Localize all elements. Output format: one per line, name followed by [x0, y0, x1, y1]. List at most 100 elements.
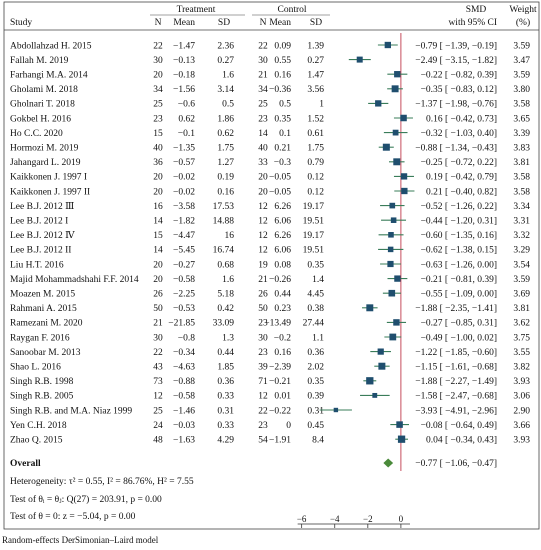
control-mean: 0.21 [274, 144, 291, 154]
control-n: 23 [258, 319, 268, 329]
treatment-n: 20 [153, 187, 163, 197]
control-n: 21 [258, 71, 268, 81]
control-sd: 0.38 [307, 304, 324, 314]
control-sd: 1.52 [307, 114, 324, 124]
treatment-n: 14 [153, 246, 163, 256]
table-row: Lee B.J. 2012 I 14 −1.82 14.88 12 6.06 19.51 −0… [10, 217, 530, 227]
control-sd: 0.79 [307, 158, 324, 168]
study-name: Zhao Q. 2015 [10, 436, 63, 446]
treatment-sd: 5.18 [217, 290, 234, 300]
effect-marker [333, 407, 339, 413]
treatment-n: 20 [153, 71, 163, 81]
effect-marker [391, 85, 399, 93]
treatment-n: 26 [153, 290, 163, 300]
study-name: Abdollahzad H. 2015 [10, 41, 92, 51]
treatment-mean: −0.03 [173, 421, 195, 431]
treatment-sd: 0.42 [217, 304, 234, 314]
weight-value: 3.29 [513, 246, 530, 256]
treatment-n: 25 [153, 406, 163, 416]
treatment-sd: 1.3 [222, 333, 234, 343]
table-row: Lee B.J. 2012 Ⅳ 15 −4.47 16 12 6.26 19.17 −0.60… [10, 231, 530, 241]
treatment-n: 43 [153, 363, 163, 373]
treatment-mean: −5.45 [173, 246, 195, 256]
header-treatment: Treatment [177, 5, 216, 15]
study-name: Lee B.J. 2012 I [10, 217, 68, 227]
table-row: Gokbel H. 2016 23 0.62 1.86 23 0.35 1.52 0.16 [… [10, 114, 530, 124]
treatment-sd: 1.6 [222, 71, 234, 81]
study-name: Yen C.H. 2018 [10, 421, 67, 431]
study-name: Singh R.B. 1998 [10, 377, 74, 387]
treatment-sd: 0.33 [217, 392, 234, 402]
control-sd: 0.12 [307, 187, 324, 197]
treatment-sd: 0.27 [217, 56, 234, 66]
control-n: 12 [258, 246, 268, 256]
study-name: Kaikkonen J. 1997 I [10, 173, 87, 183]
treatment-n: 23 [153, 114, 163, 124]
ci-text: −2.49 [ −3.15, −1.82] [415, 56, 497, 66]
treatment-n: 73 [153, 377, 163, 387]
header-control: Control [277, 5, 306, 15]
weight-value: 3.58 [513, 187, 530, 197]
control-n: 22 [258, 41, 268, 51]
ci-text: −1.37 [ −1.98, −0.76] [415, 100, 497, 110]
treatment-mean: −4.47 [173, 231, 195, 241]
ci-text: −3.93 [ −4.91, −2.96] [415, 406, 497, 416]
weight-value: 3.80 [513, 85, 530, 95]
treatment-sd: 1.75 [217, 144, 234, 154]
weight-value: 3.39 [513, 129, 530, 139]
ci-text: −0.21 [ −0.81, 0.39] [421, 275, 497, 285]
control-n: 40 [258, 144, 268, 154]
treatment-n: 48 [153, 436, 163, 446]
weight-value: 3.34 [513, 202, 530, 212]
ci-text: −1.15 [ −1.61, −0.68] [415, 363, 497, 373]
treatment-sd: 1.85 [217, 363, 234, 373]
summary-block: Overall −0.77 [ −1.06, −0.47] Heterogene… [10, 459, 497, 522]
table-row: Shao L. 2016 43 −4.63 1.85 39 −2.39 2.02 −1.15 … [10, 363, 530, 373]
control-mean: 0.16 [274, 348, 291, 358]
treatment-mean: −0.02 [173, 187, 195, 197]
treatment-mean: −0.13 [173, 56, 195, 66]
treatment-n: 24 [153, 421, 163, 431]
effect-marker [392, 129, 399, 136]
control-mean: 6.06 [274, 217, 291, 227]
control-n: 30 [258, 56, 268, 66]
study-name: Gokbel H. 2016 [10, 114, 71, 124]
overall-label: Overall [10, 459, 41, 469]
control-sd: 19.17 [303, 231, 325, 241]
table-header: Treatment Control SMD Weight Study N Mea… [10, 5, 537, 28]
control-mean: −13.49 [264, 319, 291, 329]
control-n: 12 [258, 202, 268, 212]
ci-text: 0.21 [ −0.40, 0.82] [426, 187, 497, 197]
weight-value: 3.82 [513, 363, 530, 373]
header-control-n: N [260, 18, 267, 28]
control-n: 12 [258, 217, 268, 227]
weight-value: 3.59 [513, 275, 530, 285]
effect-marker [372, 392, 378, 398]
overall-diamond [383, 458, 394, 468]
treatment-sd: 0.62 [217, 129, 234, 139]
study-name: Shao L. 2016 [10, 363, 61, 373]
ci-text: −0.63 [ −1.26, 0.00] [421, 260, 497, 270]
study-name: Lee B.J. 2012 Ⅲ [10, 202, 74, 212]
header-weight-unit: (%) [516, 17, 530, 28]
control-mean: 6.06 [274, 246, 291, 256]
treatment-mean: −0.02 [173, 173, 195, 183]
control-n: 19 [258, 260, 268, 270]
ci-text: −1.88 [ −2.27, −1.49] [415, 377, 497, 387]
control-sd: 1.75 [307, 144, 324, 154]
treatment-n: 22 [153, 348, 163, 358]
treatment-sd: 0.33 [217, 421, 234, 431]
table-row: Singh R.B. 1998 73 −0.88 0.36 71 −0.21 0.35 −1.… [10, 377, 530, 387]
weight-value: 3.83 [513, 144, 530, 154]
effect-marker [366, 304, 374, 312]
control-mean: 0.55 [274, 56, 291, 66]
effect-marker [366, 377, 374, 385]
treatment-sd: 1.6 [222, 275, 234, 285]
effect-marker [396, 421, 403, 428]
control-sd: 1.4 [312, 275, 324, 285]
ci-text: −0.52 [ −1.26, 0.22] [421, 202, 497, 212]
control-sd: 0.35 [307, 377, 324, 387]
ci-text: 0.19 [ −0.42, 0.79] [426, 173, 497, 183]
study-name: Liu H.T. 2016 [10, 260, 64, 270]
control-n: 21 [258, 275, 268, 285]
